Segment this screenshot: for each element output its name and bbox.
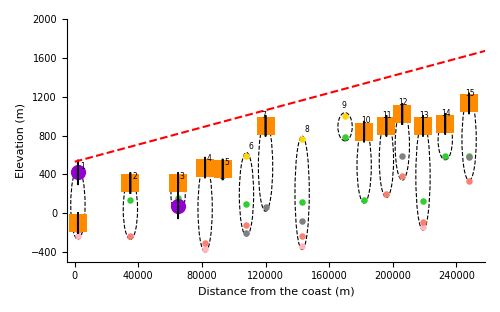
Point	[465, 179, 473, 184]
Point	[74, 220, 82, 225]
Point	[174, 204, 182, 209]
Point	[298, 244, 306, 249]
Text: 9: 9	[341, 101, 346, 110]
Text: 7: 7	[262, 111, 266, 120]
Text: 12: 12	[398, 98, 408, 107]
Point	[174, 181, 182, 186]
Point	[126, 197, 134, 202]
Text: 11: 11	[382, 111, 392, 120]
Text: 8: 8	[304, 124, 310, 134]
Point	[360, 197, 368, 202]
Text: 10: 10	[361, 116, 370, 125]
Point	[126, 181, 134, 186]
Point	[419, 198, 427, 203]
Point	[298, 200, 306, 205]
Point	[419, 123, 427, 128]
Point	[419, 224, 427, 229]
Point	[341, 135, 349, 140]
Point	[298, 137, 306, 142]
Text: 5: 5	[224, 158, 229, 167]
Point	[398, 112, 406, 117]
Point	[360, 129, 368, 134]
Point	[74, 220, 82, 225]
Point	[126, 181, 134, 186]
Point	[74, 172, 82, 177]
Text: 2: 2	[133, 172, 138, 181]
Point	[262, 205, 270, 210]
Point	[262, 123, 270, 128]
Point	[398, 154, 406, 158]
Point	[298, 218, 306, 223]
Text: 4: 4	[206, 154, 212, 163]
Text: 15: 15	[465, 89, 474, 98]
Point	[201, 241, 209, 246]
Point	[382, 191, 390, 196]
Point	[74, 227, 82, 232]
Point	[419, 219, 427, 224]
Point	[465, 154, 473, 158]
Point	[74, 234, 82, 239]
Point	[465, 154, 473, 159]
Point	[441, 121, 449, 126]
Point	[201, 165, 209, 170]
Point	[398, 112, 406, 117]
Point	[218, 167, 226, 172]
Point	[441, 154, 449, 158]
Point	[201, 246, 209, 251]
Point	[174, 181, 182, 186]
Point	[201, 167, 209, 172]
Point	[382, 123, 390, 128]
Text: 13: 13	[419, 111, 428, 120]
Text: 1: 1	[80, 163, 85, 171]
Point	[465, 101, 473, 106]
X-axis label: Distance from the coast (m): Distance from the coast (m)	[198, 287, 354, 297]
Point	[341, 114, 349, 119]
Point	[242, 202, 250, 207]
Point	[126, 233, 134, 238]
Point	[201, 165, 209, 170]
Text: 3: 3	[180, 172, 184, 181]
Point	[465, 101, 473, 106]
Point	[398, 174, 406, 179]
Point	[441, 121, 449, 126]
Point	[419, 123, 427, 128]
Point	[242, 230, 250, 235]
Point	[74, 170, 82, 175]
Point	[174, 195, 182, 200]
Y-axis label: Elevation (m): Elevation (m)	[15, 103, 25, 178]
Point	[242, 222, 250, 227]
Point	[242, 154, 250, 158]
Text: 14: 14	[442, 109, 451, 118]
Point	[382, 123, 390, 128]
Point	[262, 123, 270, 128]
Point	[360, 129, 368, 134]
Text: 6: 6	[249, 142, 254, 151]
Point	[298, 234, 306, 239]
Point	[218, 167, 226, 172]
